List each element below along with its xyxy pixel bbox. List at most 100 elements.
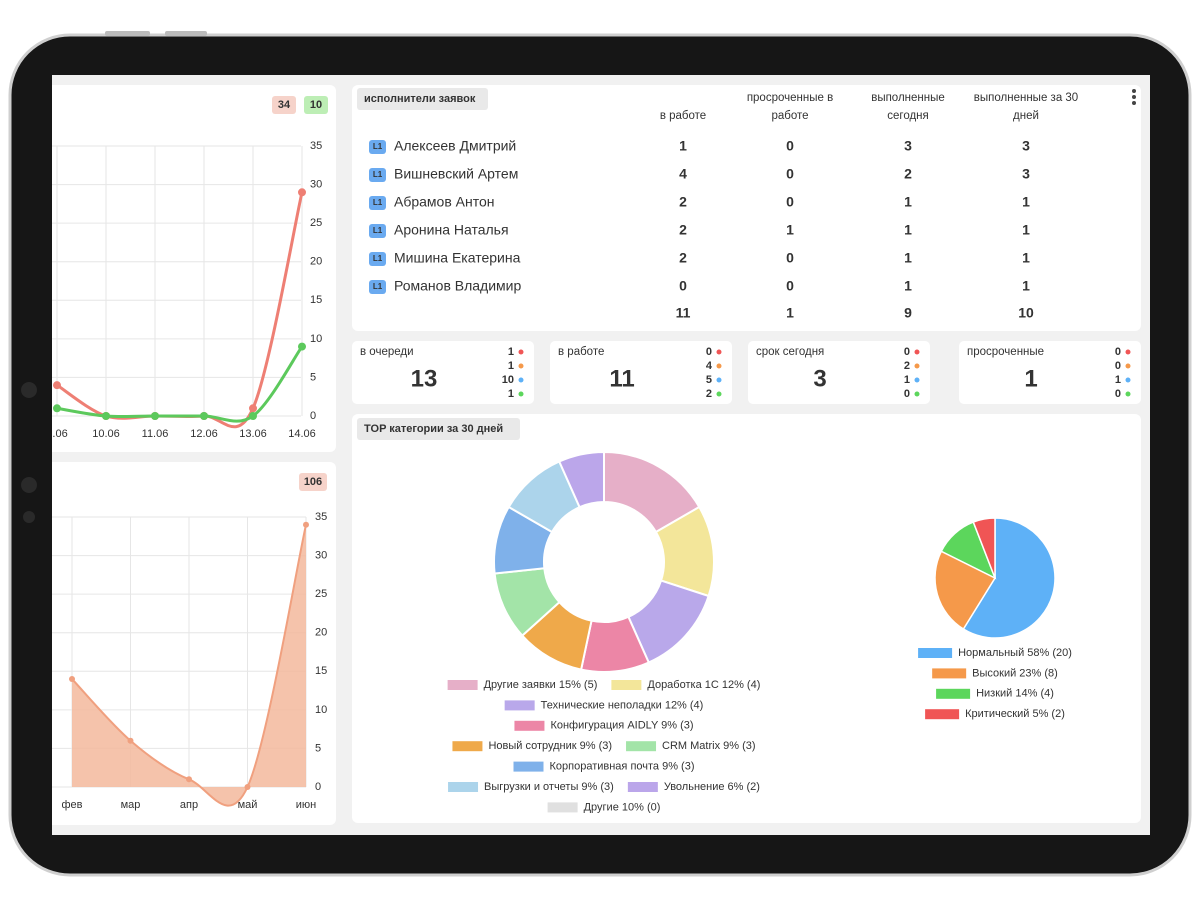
table-value: 0 (786, 250, 794, 266)
table-value: 1 (679, 138, 687, 154)
point (298, 188, 306, 197)
y-tick-label: 30 (315, 549, 327, 561)
x-tick-label: 10.06 (92, 428, 120, 440)
point (249, 404, 257, 413)
legend-swatch (547, 802, 578, 813)
stat-dot (716, 377, 722, 383)
level-badge (369, 252, 386, 266)
executor-name: Алексеев Дмитрий (394, 138, 516, 154)
legend-swatch (447, 680, 478, 690)
level-badge (369, 196, 386, 210)
stat-label: в очереди (360, 346, 414, 358)
point (249, 412, 257, 420)
stat-breakdown: 4 (706, 360, 713, 372)
legend-label: Выгрузки и отчеты 9% (3) (484, 781, 614, 793)
executor-name: Мишина Екатерина (394, 250, 521, 266)
table-value: 1 (904, 278, 912, 294)
column-header: выполненные (871, 92, 945, 104)
table-value: 0 (786, 278, 794, 294)
legend-swatch (504, 700, 535, 711)
pie-slice (972, 517, 996, 579)
point (127, 737, 134, 744)
y-tick-label: 10 (315, 704, 327, 716)
table-value: 1 (904, 222, 912, 238)
level-badge (369, 140, 386, 154)
column-header: выполненные за 30 (974, 92, 1078, 104)
table-total: 11 (676, 305, 691, 321)
level-badge-text: L1 (373, 142, 383, 151)
legend-label: Увольнение 6% (2) (664, 781, 760, 793)
table-value: 3 (904, 138, 912, 154)
x-tick-label: май (238, 799, 258, 811)
column-header: дней (1013, 110, 1039, 122)
point (69, 676, 75, 682)
menu-dot[interactable] (1132, 101, 1136, 105)
card (352, 85, 1141, 331)
table-value: 2 (904, 166, 912, 182)
legend-swatch (611, 680, 642, 690)
stat-card (352, 341, 534, 404)
legend-label: Конфигурация AIDLY 9% (3) (550, 720, 693, 732)
stat-dot (716, 391, 722, 397)
x-tick-label: июн (296, 799, 316, 811)
panel-title: TOP категории за 30 дней (364, 423, 503, 435)
legend-swatch (627, 782, 658, 792)
stat-value: 11 (609, 365, 634, 392)
stat-breakdown: 0 (904, 388, 910, 400)
menu-dot[interactable] (1132, 95, 1136, 99)
table-total: 1 (786, 305, 794, 321)
legend-label: CRM Matrix 9% (3) (662, 740, 756, 752)
legend-swatch (918, 648, 953, 658)
y-tick-label: 25 (310, 217, 322, 229)
legend-swatch (513, 761, 544, 772)
column-header: сегодня (887, 110, 929, 122)
stat-breakdown: 1 (508, 346, 514, 358)
total-badge (299, 473, 327, 491)
total-badge (272, 96, 296, 114)
legend-swatch (925, 709, 960, 720)
card (52, 85, 336, 452)
y-tick-label: 15 (310, 294, 322, 306)
y-tick-label: 30 (310, 178, 322, 190)
stat-breakdown: 0 (1115, 388, 1121, 400)
point (244, 784, 251, 790)
stat-card (748, 341, 930, 404)
stat-breakdown: 2 (904, 360, 910, 372)
x-tick-label: 9.06 (46, 428, 67, 440)
stat-breakdown: 10 (502, 374, 514, 386)
level-badge (369, 168, 386, 182)
stat-breakdown: 1 (508, 360, 514, 372)
stat-breakdown: 0 (1115, 346, 1121, 358)
stat-breakdown: 1 (904, 374, 910, 386)
stat-value: 13 (411, 365, 438, 392)
point (186, 776, 192, 783)
stat-breakdown: 1 (1115, 374, 1121, 386)
title-badge (357, 418, 520, 440)
table-title: исполнители заявок (364, 93, 476, 105)
button (105, 31, 150, 36)
table-value: 0 (786, 166, 794, 182)
stat-dot (914, 349, 920, 355)
menu-dot[interactable] (1132, 89, 1136, 93)
legend-label: Корпоративная почта 9% (3) (550, 761, 695, 773)
table-value: 3 (1022, 166, 1030, 182)
total-badge (304, 96, 328, 114)
y-tick-label: 25 (315, 588, 327, 600)
level-badge (369, 224, 386, 238)
level-badge-text: L1 (373, 254, 383, 263)
y-tick-label: 15 (315, 665, 327, 677)
button (165, 31, 207, 36)
x-tick-label: 11.06 (142, 428, 169, 440)
x-tick-label: 12.06 (190, 428, 218, 440)
table-value: 3 (1022, 138, 1030, 154)
executor-name: Абрамов Антон (394, 194, 495, 210)
screen: исполнители заявок TOP категории за 30 д… (46, 75, 1150, 835)
y-tick-label: 20 (315, 627, 327, 639)
title-badge (357, 88, 488, 110)
level-badge (369, 280, 386, 294)
legend-label: Новый сотрудник 9% (3) (488, 740, 612, 752)
x-tick-label: 14.06 (288, 428, 316, 440)
stat-dot (1125, 349, 1131, 355)
legend-label: Другие заявки 15% (5) (484, 679, 598, 691)
x-tick-label: мар (121, 799, 141, 811)
